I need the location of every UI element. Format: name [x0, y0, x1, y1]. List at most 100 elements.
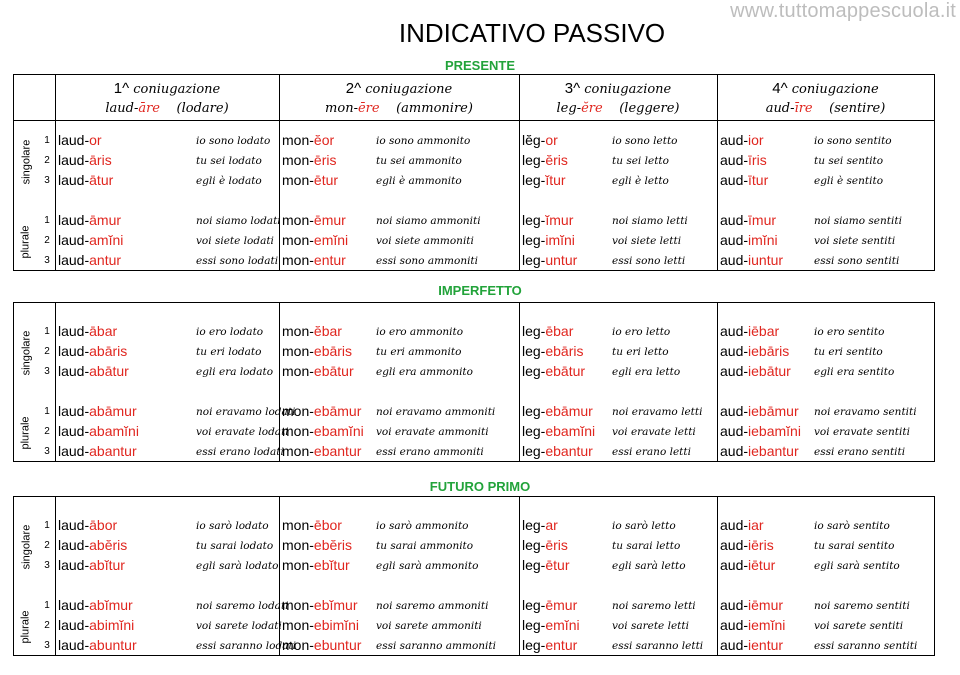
translation: tu sarai sentito — [814, 540, 895, 552]
verb-ending: iemĭni — [748, 617, 786, 633]
person-number: 3 — [44, 175, 50, 186]
verb-form: laud-abamĭni — [58, 423, 139, 439]
translation: voi siete lodati — [196, 235, 274, 247]
verb-stem: leg- — [522, 403, 546, 419]
verb-stem: aud- — [720, 597, 749, 613]
verb-ending: abantur — [89, 443, 137, 459]
translation: essi saranno ammoniti — [376, 640, 496, 652]
verb-stem: laud- — [58, 617, 90, 633]
verb-ending: iēmur — [748, 597, 784, 613]
verb-form: mon-ebĭtur — [282, 557, 350, 573]
verb-form: leg-emĭni — [522, 617, 580, 633]
section-heading: PRESENTE — [444, 58, 516, 73]
verb-form: aud-iuntur — [720, 252, 783, 268]
verb-stem: laud- — [58, 172, 90, 188]
verb-ending: ebāmur — [313, 403, 362, 419]
verb-form: leg-ēris — [522, 537, 568, 553]
infinitive-ending: īre — [794, 101, 813, 116]
verb-stem: mon- — [282, 557, 314, 573]
translation: voi sarete letti — [612, 620, 689, 632]
verb-ending: iētur — [748, 557, 776, 573]
translation: noi eravamo lodati — [196, 406, 296, 418]
translation: io ero sentito — [814, 326, 885, 338]
person-number: 2 — [44, 540, 50, 551]
infinitive-stem: laud- — [105, 101, 139, 116]
column-divider — [55, 75, 56, 270]
translation: egli è ammonito — [376, 175, 462, 187]
verb-ending: untur — [545, 252, 578, 268]
verb-ending: abĕris — [89, 537, 128, 553]
verb-form: mon-ēris — [282, 152, 336, 168]
verb-stem: laud- — [58, 132, 90, 148]
person-number: 3 — [44, 255, 50, 266]
column-divider — [519, 497, 520, 655]
verb-form: aud-iebantur — [720, 443, 799, 459]
verb-ending: iebantur — [748, 443, 799, 459]
verb-ending: abuntur — [89, 637, 137, 653]
conjugation-label: coniugazione — [584, 82, 672, 97]
translation: voi eravate ammoniti — [376, 426, 489, 438]
translation: essi erano letti — [612, 446, 691, 458]
verb-ending: amĭni — [89, 232, 124, 248]
verb-form: leg-ebāmur — [522, 403, 593, 419]
verb-form: aud-imĭni — [720, 232, 778, 248]
verb-stem: laud- — [58, 252, 90, 268]
translation: tu sei letto — [612, 155, 669, 167]
translation: noi eravamo sentiti — [814, 406, 917, 418]
verb-stem: mon- — [282, 172, 314, 188]
verb-stem: aud- — [720, 423, 749, 439]
verb-ending: ĕris — [545, 152, 568, 168]
verb-form: aud-iēris — [720, 537, 774, 553]
translation: voi eravate sentiti — [814, 426, 910, 438]
translation: noi siamo letti — [612, 215, 688, 227]
singolare-label: singolare — [20, 330, 33, 376]
verb-ending: iar — [748, 517, 764, 533]
verb-form: mon-ebuntur — [282, 637, 361, 653]
column-divider — [519, 75, 520, 270]
verb-ending: ātur — [89, 172, 114, 188]
verb-stem: aud- — [720, 557, 749, 573]
verb-stem: leg- — [522, 343, 546, 359]
verb-form: mon-ebātur — [282, 363, 354, 379]
plurale-label: plurale — [20, 610, 32, 644]
verb-form: leg-ētur — [522, 557, 569, 573]
verb-ending: ebĭmur — [313, 597, 358, 613]
verb-ending: emĭni — [545, 617, 580, 633]
verb-stem: laud- — [58, 423, 90, 439]
verb-stem: mon- — [282, 232, 314, 248]
conjugation-number: 3^ — [564, 80, 581, 97]
verb-stem: aud- — [720, 232, 749, 248]
translation: io ero letto — [612, 326, 671, 338]
verb-form: leg-entur — [522, 637, 577, 653]
verb-ending: imĭni — [748, 232, 778, 248]
verb-ending: īris — [748, 152, 767, 168]
verb-ending: abātur — [89, 363, 129, 379]
column-divider — [279, 497, 280, 655]
verb-stem: laud- — [58, 343, 90, 359]
conjugation-header: 4^ coniugazione aud-īre (sentire) — [717, 79, 934, 118]
plurale-label: plurale — [20, 416, 32, 450]
translation: tu sarai letto — [612, 540, 681, 552]
verb-ending: ēris — [545, 537, 568, 553]
translation: egli sarà ammonito — [376, 560, 479, 572]
person-number: 2 — [44, 426, 50, 437]
verb-form: mon-ebĕris — [282, 537, 352, 553]
verb-ending: antur — [89, 252, 122, 268]
translation: egli era ammonito — [376, 366, 473, 378]
verb-stem: mon- — [282, 403, 314, 419]
verb-form: laud-abantur — [58, 443, 137, 459]
tense-table: singolare plurale 1 laud-ābor io sarò lodato… — [13, 496, 935, 656]
person-number: 2 — [44, 235, 50, 246]
translation: noi saremo lodati — [196, 600, 289, 612]
verb-ending: ĕbar — [313, 323, 342, 339]
page-title: INDICATIVO PASSIVO — [398, 18, 666, 48]
verb-ending: iēris — [748, 537, 774, 553]
verb-ending: ebĕris — [313, 537, 353, 553]
person-number: 3 — [44, 640, 50, 651]
verb-ending: abāmur — [89, 403, 137, 419]
translation: egli sarà sentito — [814, 560, 900, 572]
verb-ending: ētur — [313, 172, 339, 188]
translation: io sono lodato — [196, 135, 271, 147]
verb-form: mon-ĕbar — [282, 323, 342, 339]
verb-stem: leg- — [522, 637, 546, 653]
